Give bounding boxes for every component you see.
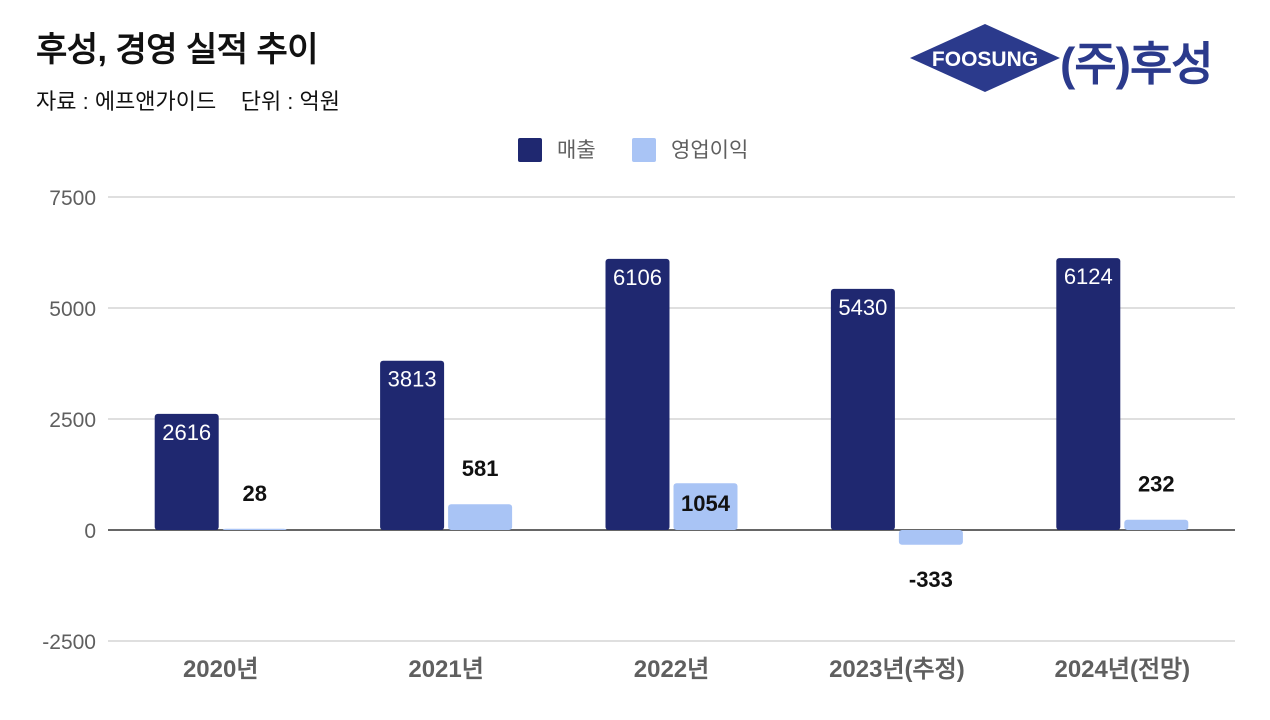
x-tick-label: 2023년(추정) bbox=[829, 656, 965, 683]
x-tick-label: 2020년 bbox=[183, 656, 258, 683]
bar-operating-profit bbox=[1124, 519, 1189, 530]
data-label-operating-profit: 232 bbox=[1138, 472, 1175, 497]
y-tick-label: 7500 bbox=[49, 187, 96, 210]
chart-title: 후성, 경영 실적 추이 bbox=[36, 31, 319, 69]
x-tick-label: 2024년(전망) bbox=[1054, 656, 1190, 683]
data-label-sales: 5430 bbox=[838, 295, 887, 320]
data-label-operating-profit: 581 bbox=[462, 456, 499, 481]
legend: 매출 영업이익 bbox=[518, 138, 748, 162]
legend-swatch bbox=[518, 138, 542, 162]
y-tick-label: 0 bbox=[84, 520, 96, 543]
bar-sales bbox=[830, 288, 895, 530]
logo-company-name: (주)후성 bbox=[1060, 38, 1214, 90]
company-logo: FOOSUNG (주)후성 bbox=[910, 20, 1240, 96]
y-tick-label: 2500 bbox=[49, 409, 96, 432]
bar-operating-profit bbox=[448, 504, 513, 530]
data-label-sales: 2616 bbox=[162, 420, 211, 445]
data-label-sales: 6124 bbox=[1064, 264, 1113, 289]
bar-sales bbox=[154, 413, 219, 530]
bar-operating-profit bbox=[673, 483, 738, 530]
data-label-operating-profit: 28 bbox=[242, 481, 266, 506]
y-tick-label: -2500 bbox=[42, 631, 96, 654]
x-tick-label: 2021년 bbox=[408, 656, 483, 683]
legend-label: 영업이익 bbox=[671, 139, 748, 162]
bar-operating-profit bbox=[898, 530, 963, 545]
data-label-operating-profit: -333 bbox=[909, 567, 953, 592]
data-labels: 2616 28 3813 581 6106 1054 5430 -333 6124 232 bbox=[162, 264, 1174, 592]
bar-operating-profit bbox=[222, 528, 287, 530]
legend-label: 매출 bbox=[557, 139, 596, 162]
gridlines bbox=[108, 196, 1235, 642]
data-label-operating-profit: 1054 bbox=[681, 491, 731, 516]
bar-sales bbox=[605, 258, 670, 530]
data-label-sales: 3813 bbox=[388, 367, 437, 392]
chart-subtitle: 자료 : 에프앤가이드 단위 : 억원 bbox=[36, 89, 341, 114]
y-axis-ticks: -2500 0 2500 5000 7500 bbox=[42, 187, 96, 654]
x-axis-ticks: 2020년 2021년 2022년 2023년(추정) 2024년(전망) bbox=[183, 656, 1190, 683]
bars bbox=[154, 258, 1189, 545]
logo-emblem-text: FOOSUNG bbox=[932, 48, 1038, 71]
foosung-emblem-icon: FOOSUNG bbox=[910, 24, 1060, 92]
legend-swatch bbox=[632, 138, 656, 162]
bar-sales bbox=[380, 360, 445, 530]
data-label-sales: 6106 bbox=[613, 265, 662, 290]
y-tick-label: 5000 bbox=[49, 298, 96, 321]
x-tick-label: 2022년 bbox=[634, 656, 709, 683]
bar-sales bbox=[1056, 258, 1121, 530]
